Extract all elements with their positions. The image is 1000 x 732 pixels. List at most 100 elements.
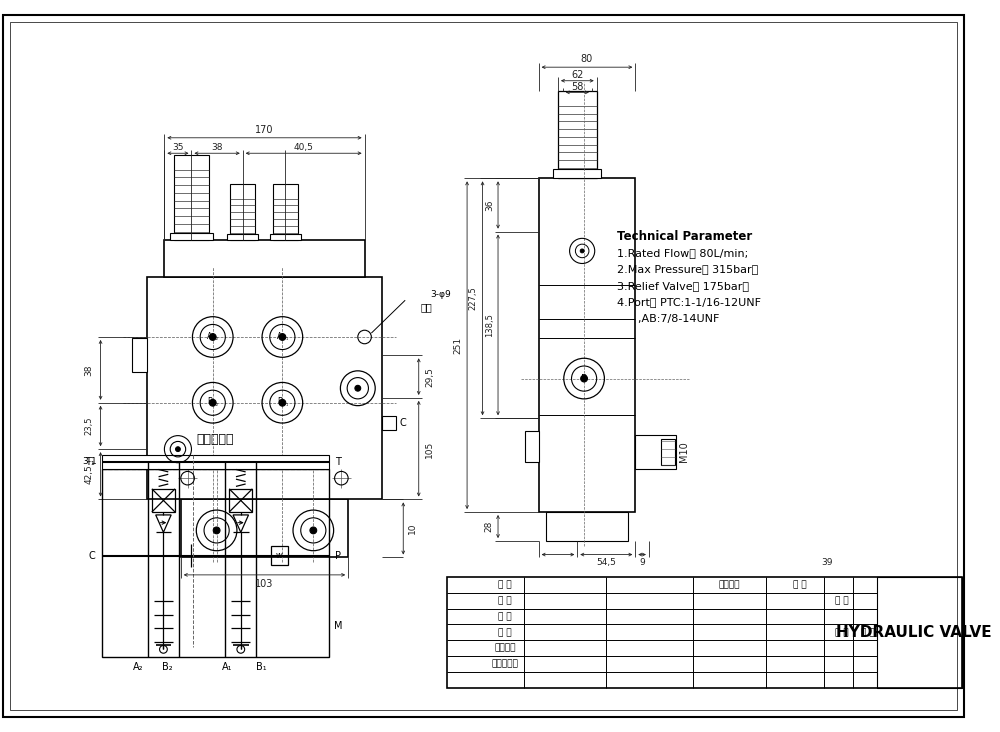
Text: 54,5: 54,5 xyxy=(596,558,616,567)
Text: 重 量: 重 量 xyxy=(793,580,807,589)
Text: C: C xyxy=(400,418,407,428)
Bar xyxy=(635,435,676,469)
Bar xyxy=(152,489,175,512)
Text: 42,5: 42,5 xyxy=(84,464,93,484)
Bar xyxy=(539,179,635,512)
Text: B₂: B₂ xyxy=(162,662,173,672)
Text: B₁: B₁ xyxy=(256,662,266,672)
Text: 制 图: 制 图 xyxy=(498,596,512,605)
Bar xyxy=(170,233,213,240)
Text: 第 张: 第 张 xyxy=(861,628,875,637)
Text: M10: M10 xyxy=(679,441,689,463)
Text: Technical Parameter: Technical Parameter xyxy=(617,230,752,243)
Bar xyxy=(147,277,382,499)
Circle shape xyxy=(279,334,286,340)
Text: 工艺检查: 工艺检查 xyxy=(494,644,516,653)
Bar xyxy=(230,184,255,240)
Text: 描 图: 描 图 xyxy=(498,612,512,621)
Text: 比 例: 比 例 xyxy=(835,596,848,605)
Bar xyxy=(525,431,539,462)
Text: B: B xyxy=(277,397,282,406)
Text: 图样标记: 图样标记 xyxy=(719,580,740,589)
Text: 23,5: 23,5 xyxy=(84,417,93,436)
Circle shape xyxy=(176,447,180,452)
Circle shape xyxy=(355,385,361,391)
Bar xyxy=(661,439,675,465)
Text: w: w xyxy=(276,551,283,560)
Bar xyxy=(546,512,628,541)
Text: 170: 170 xyxy=(255,125,274,135)
Text: A₁: A₁ xyxy=(222,662,233,672)
Text: P: P xyxy=(335,550,341,561)
Text: 标准化检查: 标准化检查 xyxy=(491,660,518,669)
Text: 40,5: 40,5 xyxy=(294,143,314,152)
Circle shape xyxy=(213,527,220,534)
Text: 2.Max Pressure： 315bar，: 2.Max Pressure： 315bar， xyxy=(617,264,758,274)
Text: ₂: ₂ xyxy=(216,337,218,341)
Text: B: B xyxy=(207,397,212,406)
Text: ₂: ₂ xyxy=(216,402,218,407)
Circle shape xyxy=(580,249,584,253)
Text: 227,5: 227,5 xyxy=(468,286,477,310)
Text: C: C xyxy=(88,550,95,561)
Bar xyxy=(271,546,288,565)
Text: 138,5: 138,5 xyxy=(485,313,494,337)
Text: 35: 35 xyxy=(172,143,184,152)
Text: 58: 58 xyxy=(571,81,584,92)
Text: 3-φ9: 3-φ9 xyxy=(430,290,451,299)
Text: ,AB:7/8-14UNF: ,AB:7/8-14UNF xyxy=(617,313,719,324)
Bar xyxy=(229,489,252,512)
Text: 9: 9 xyxy=(639,558,645,567)
Text: 251: 251 xyxy=(453,337,462,354)
Circle shape xyxy=(209,334,216,340)
Circle shape xyxy=(310,527,317,534)
Text: ₁: ₁ xyxy=(285,402,287,407)
Bar xyxy=(273,184,298,240)
Bar xyxy=(102,468,329,657)
Text: M: M xyxy=(334,621,343,631)
Text: A: A xyxy=(207,332,212,340)
Circle shape xyxy=(581,376,587,382)
Text: 28: 28 xyxy=(485,521,494,532)
Text: ₁: ₁ xyxy=(285,337,287,341)
Text: A: A xyxy=(277,332,282,340)
Text: 4.Port： PTC:1-1/16-12UNF: 4.Port： PTC:1-1/16-12UNF xyxy=(617,297,761,307)
Text: 105: 105 xyxy=(425,441,434,458)
Text: 3-1: 3-1 xyxy=(83,458,97,466)
Text: 校 对: 校 对 xyxy=(498,628,512,637)
Bar xyxy=(553,168,601,179)
Text: 3.Relief Valve： 175bar；: 3.Relief Valve： 175bar； xyxy=(617,281,749,291)
Bar xyxy=(174,155,209,240)
Bar xyxy=(270,234,301,240)
Text: 通孔: 通孔 xyxy=(421,302,432,312)
Text: 29,5: 29,5 xyxy=(425,367,434,386)
Bar xyxy=(877,577,962,688)
Text: 62: 62 xyxy=(571,70,584,80)
Text: P: P xyxy=(581,373,587,384)
Bar xyxy=(102,455,329,468)
Bar xyxy=(447,577,962,688)
Text: A₂: A₂ xyxy=(133,662,144,672)
Bar xyxy=(382,417,396,430)
Text: 10: 10 xyxy=(408,523,417,534)
Text: 103: 103 xyxy=(255,578,274,589)
Text: 38: 38 xyxy=(211,143,223,152)
Bar xyxy=(132,338,147,372)
Text: 设 计: 设 计 xyxy=(498,580,512,589)
Text: 36: 36 xyxy=(485,199,494,211)
Circle shape xyxy=(279,400,286,406)
Bar xyxy=(227,234,258,240)
Bar xyxy=(181,499,348,558)
Text: HYDRAULIC VALVE: HYDRAULIC VALVE xyxy=(836,625,992,640)
Text: 液压原理图: 液压原理图 xyxy=(196,433,234,446)
Text: 39: 39 xyxy=(821,558,833,567)
Text: 1.Rated Flow： 80L/min;: 1.Rated Flow： 80L/min; xyxy=(617,248,748,258)
Text: 38: 38 xyxy=(84,364,93,376)
Text: T: T xyxy=(336,457,341,467)
Text: T₁: T₁ xyxy=(85,457,95,467)
Circle shape xyxy=(209,400,216,406)
Text: 共 张: 共 张 xyxy=(835,628,848,637)
Text: 80: 80 xyxy=(581,54,593,64)
Bar xyxy=(558,92,597,179)
Bar xyxy=(164,240,365,277)
